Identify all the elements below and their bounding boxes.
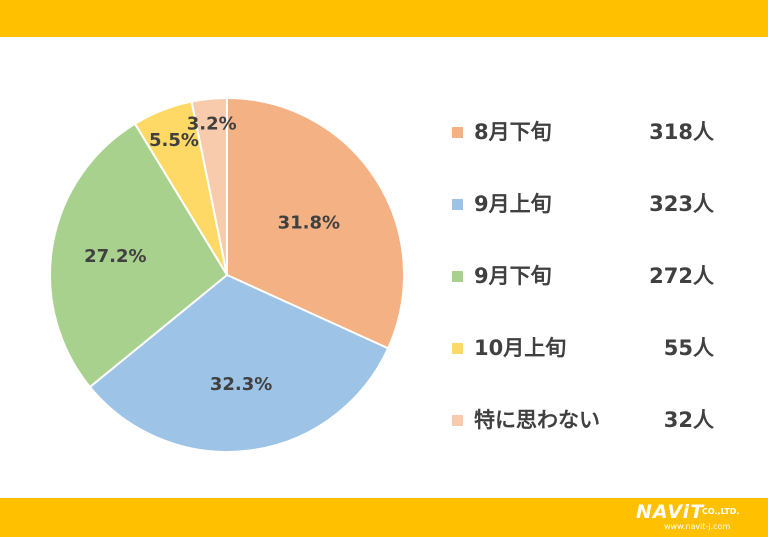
slice-percent-label-4: 3.2% bbox=[187, 114, 237, 135]
slice-percent-label-2: 27.2% bbox=[84, 246, 146, 267]
legend-swatch bbox=[452, 343, 463, 354]
legend-item-4: 特に思わない 32人 bbox=[452, 396, 732, 468]
legend-count: 55人 bbox=[663, 336, 714, 360]
legend-label: 10月上旬 bbox=[474, 336, 567, 360]
chart-legend: 8月下旬 318人 9月上旬 323人 9月下旬 272人 10月上旬 55人 … bbox=[452, 108, 732, 468]
pie-slice-1 bbox=[88, 273, 390, 453]
bottom-banner bbox=[0, 498, 768, 537]
legend-item-3: 10月上旬 55人 bbox=[452, 324, 732, 396]
top-banner bbox=[0, 0, 768, 37]
legend-swatch bbox=[452, 199, 463, 210]
legend-item-2: 9月下旬 272人 bbox=[452, 252, 732, 324]
legend-item-0: 8月下旬 318人 bbox=[452, 108, 732, 180]
legend-label: 9月上旬 bbox=[474, 192, 552, 216]
logo-url: www.navit-j.com bbox=[664, 522, 731, 531]
legend-swatch bbox=[452, 271, 463, 282]
logo-wordmark: NAViT bbox=[636, 501, 705, 523]
legend-count: 323人 bbox=[649, 192, 714, 216]
legend-count: 318人 bbox=[649, 120, 714, 144]
legend-label: 特に思わない bbox=[474, 408, 600, 432]
slice-percent-label-1: 32.3% bbox=[210, 374, 272, 395]
pie-slice-2 bbox=[49, 122, 229, 389]
legend-swatch bbox=[452, 127, 463, 138]
logo-company-suffix: CO.,LTD. bbox=[702, 507, 740, 516]
legend-label: 8月下旬 bbox=[474, 120, 552, 144]
legend-label: 9月下旬 bbox=[474, 264, 552, 288]
slice-percent-label-3: 5.5% bbox=[149, 130, 199, 151]
legend-item-1: 9月上旬 323人 bbox=[452, 180, 732, 252]
slice-percent-label-0: 31.8% bbox=[278, 212, 340, 233]
legend-swatch bbox=[452, 415, 463, 426]
legend-count: 272人 bbox=[649, 264, 714, 288]
pie-slice-0 bbox=[226, 96, 405, 350]
legend-count: 32人 bbox=[663, 408, 714, 432]
pie-slice-4 bbox=[190, 96, 228, 276]
navit-logo: NAViT CO.,LTD. www.navit-j.com bbox=[636, 501, 760, 533]
